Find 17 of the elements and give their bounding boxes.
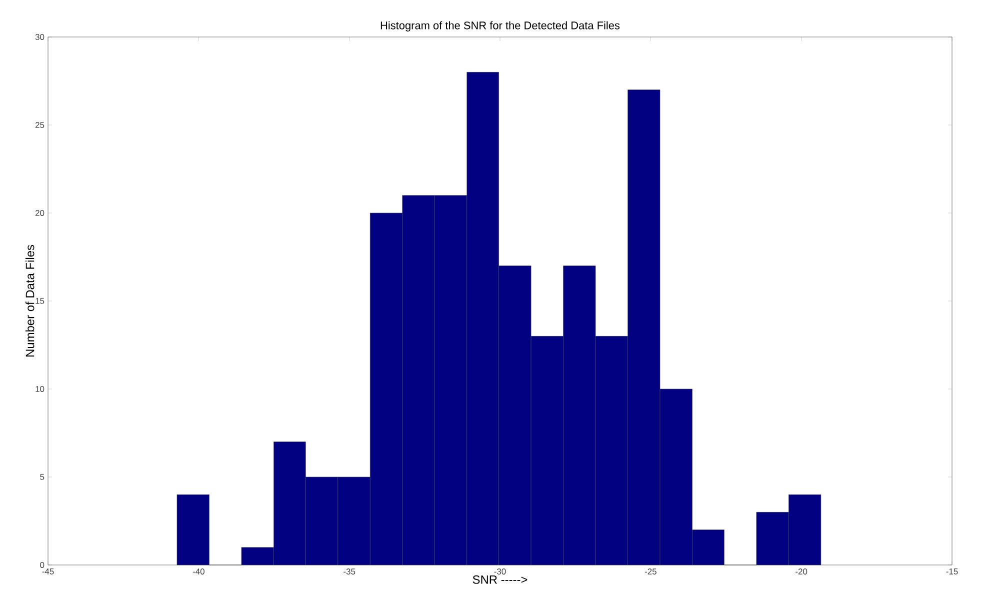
x-tick-label: -20 <box>796 568 808 574</box>
x-tick-label: -35 <box>344 568 356 574</box>
chart-title: Histogram of the SNR for the Detected Data Files <box>380 21 620 32</box>
y-tick-label: 0 <box>40 562 44 568</box>
x-tick-label: -30 <box>494 568 506 574</box>
y-tick-label: 5 <box>40 474 44 480</box>
x-tick-label: -45 <box>42 568 54 574</box>
y-tick-label: 30 <box>35 34 44 40</box>
y-tick-label: 20 <box>35 210 44 216</box>
x-tick-label: -15 <box>946 568 958 574</box>
y-tick-label: 10 <box>36 386 44 392</box>
x-tick-label: -40 <box>192 568 204 574</box>
y-tick-label: 25 <box>35 122 44 128</box>
y-tick-label: 15 <box>36 298 44 304</box>
x-axis-title: SNR -----> <box>472 575 528 584</box>
x-tick-label: -25 <box>644 568 656 574</box>
y-axis-title: Number of Data Files <box>25 244 34 356</box>
